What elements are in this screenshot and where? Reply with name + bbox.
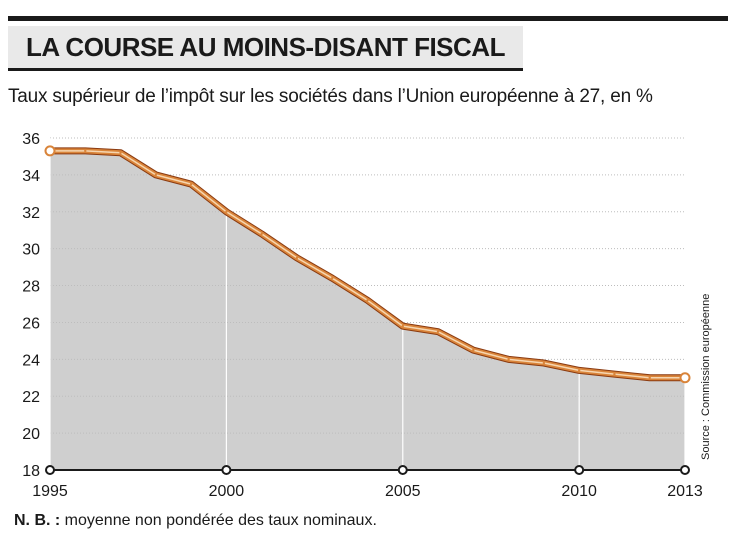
x-tick-label: 1995 [32, 483, 68, 500]
x-tick-marker [45, 465, 55, 475]
chart-title: LA COURSE AU MOINS-DISANT FISCAL [26, 31, 505, 62]
y-tick-label: 36 [22, 131, 40, 148]
data-point [331, 276, 334, 280]
x-tick-marker [680, 465, 690, 475]
endpoint-marker [679, 372, 691, 384]
y-tick-label: 22 [22, 389, 40, 406]
x-tick-marker [221, 465, 232, 475]
y-tick-label: 18 [22, 463, 40, 480]
data-point [366, 299, 369, 302]
x-tick-marker [574, 465, 585, 475]
data-point [225, 210, 228, 213]
endpoint-marker [44, 145, 56, 157]
data-point [154, 173, 158, 177]
data-point [648, 376, 651, 379]
data-point [260, 232, 263, 236]
source-note: Source : Commission européenne [700, 293, 712, 460]
data-point [295, 256, 299, 260]
x-tick-label: 2000 [209, 483, 245, 500]
chart: 18 20 22 24 26 28 30 32 34 36 1995 2000 2005 2010 2013 [22, 131, 703, 500]
y-tick-label: 20 [22, 426, 40, 443]
y-tick-label: 32 [22, 205, 40, 222]
data-point [507, 358, 510, 361]
y-tick-label: 30 [22, 242, 40, 259]
y-tick-label: 26 [22, 315, 40, 332]
x-tick-marker [397, 465, 408, 475]
data-point [401, 324, 404, 328]
data-point [613, 372, 616, 376]
data-point [119, 151, 122, 154]
footnote: N. B. : moyenne non pondérée des taux no… [14, 512, 377, 530]
y-tick-label: 34 [22, 168, 40, 185]
header: LA COURSE AU MOINS-DISANT FISCAL [8, 16, 728, 71]
x-tick-label: 2005 [385, 483, 421, 500]
data-point [577, 369, 581, 372]
footnote-text: moyenne non pondérée des taux nominaux. [60, 512, 377, 529]
data-point [189, 182, 193, 186]
chart-subtitle: Taux supérieur de l’impôt sur les sociét… [8, 86, 653, 107]
data-point [436, 330, 440, 333]
y-tick-label: 24 [22, 352, 40, 369]
header-rule [8, 16, 728, 21]
data-point [542, 361, 546, 365]
area-fill [50, 150, 685, 470]
x-tick-label: 2013 [667, 483, 703, 500]
data-point [472, 348, 475, 352]
y-tick-label: 28 [22, 279, 40, 296]
x-tick-label: 2010 [561, 483, 597, 500]
data-point [84, 149, 87, 153]
title-box: LA COURSE AU MOINS-DISANT FISCAL [8, 26, 523, 71]
footnote-label: N. B. : [14, 512, 61, 529]
